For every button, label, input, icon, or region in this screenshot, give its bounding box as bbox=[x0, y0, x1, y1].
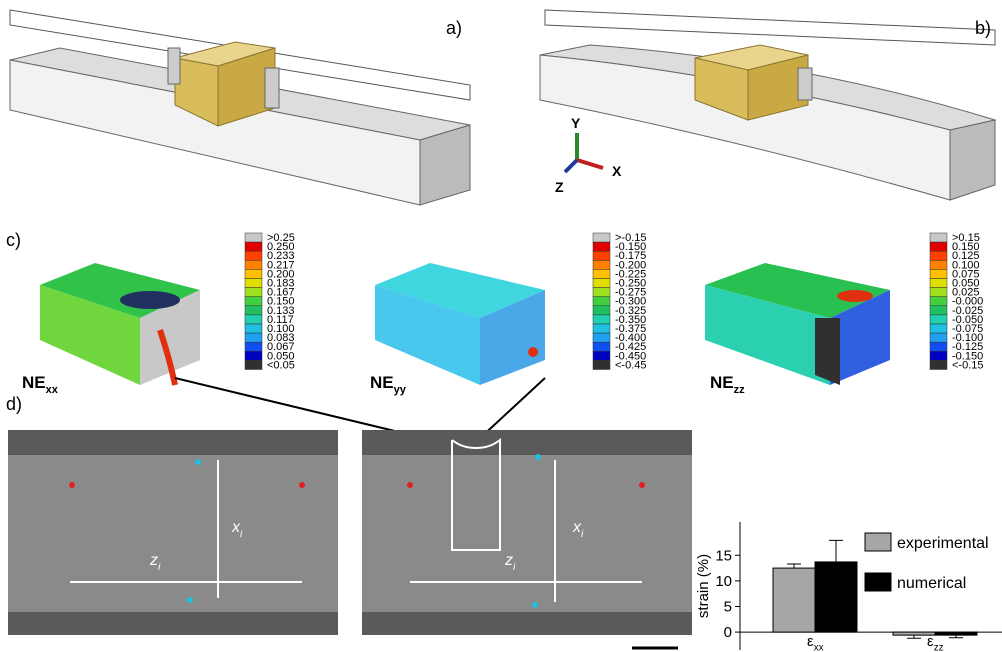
strain-label-sub: yy bbox=[394, 384, 407, 396]
colorbar-swatch bbox=[245, 288, 262, 297]
beam-b bbox=[540, 10, 995, 200]
strain-label-main: NE bbox=[22, 373, 46, 392]
colorbar-swatch bbox=[930, 251, 947, 260]
colorbar-label: <-0.45 bbox=[615, 359, 647, 371]
panel-label: c) bbox=[6, 230, 21, 250]
colorbar-swatch bbox=[930, 279, 947, 288]
strain-label-main: NE bbox=[370, 373, 394, 392]
legend-swatch bbox=[865, 533, 891, 551]
fe-block-yy bbox=[375, 263, 545, 385]
colorbar-swatch bbox=[593, 333, 610, 342]
colorbar-swatch bbox=[245, 351, 262, 360]
colorbar-swatch bbox=[930, 288, 947, 297]
colorbar-swatch bbox=[593, 306, 610, 315]
colorbar-swatch bbox=[245, 360, 262, 369]
strain-label-main: NE bbox=[710, 373, 734, 392]
colorbar-swatch bbox=[593, 297, 610, 306]
colorbar-swatch bbox=[930, 324, 947, 333]
colorbar-swatch bbox=[593, 288, 610, 297]
strain-label-sub: zz bbox=[734, 384, 746, 396]
colorbar-label: <-0.15 bbox=[952, 359, 984, 371]
y-tick-label: 0 bbox=[724, 624, 732, 641]
x-tick-label-sub: xx bbox=[814, 643, 824, 652]
colorbar-swatch bbox=[930, 315, 947, 324]
fe-block-zz bbox=[705, 263, 890, 385]
legend-swatch bbox=[865, 573, 891, 591]
x-tick-label: εxx bbox=[807, 633, 824, 652]
colorbar-swatch bbox=[930, 360, 947, 369]
colorbar-swatch bbox=[930, 260, 947, 269]
beam-a bbox=[10, 10, 470, 205]
colorbar-swatch bbox=[593, 242, 610, 251]
axes-triad bbox=[565, 133, 603, 172]
colorbar-swatch bbox=[245, 269, 262, 278]
micrograph-label-main: z bbox=[149, 552, 158, 569]
strain-label: NEyy bbox=[370, 373, 407, 396]
colorbar-swatch bbox=[593, 251, 610, 260]
legend-label: experimental bbox=[897, 535, 989, 552]
colorbar-swatch bbox=[245, 279, 262, 288]
colorbar-swatch bbox=[245, 297, 262, 306]
colorbar-swatch bbox=[930, 333, 947, 342]
colorbar-swatch bbox=[245, 260, 262, 269]
colorbar-swatch bbox=[930, 342, 947, 351]
panel-label: d) bbox=[6, 394, 22, 414]
y-axis-label: strain (%) bbox=[695, 554, 712, 618]
colorbar-swatch bbox=[593, 360, 610, 369]
colorbar-swatch bbox=[593, 269, 610, 278]
micrograph-label-main: z bbox=[504, 552, 513, 569]
colorbar-swatch bbox=[245, 306, 262, 315]
colorbar-swatch bbox=[593, 233, 610, 242]
x-tick-label: εzz bbox=[927, 633, 944, 652]
micrograph bbox=[8, 430, 338, 635]
colorbar-swatch bbox=[245, 242, 262, 251]
colorbar-swatch bbox=[245, 233, 262, 242]
bar bbox=[935, 632, 977, 635]
colorbar-swatch bbox=[930, 306, 947, 315]
legend-label: numerical bbox=[897, 575, 966, 592]
colorbar-swatch bbox=[245, 333, 262, 342]
error-bar bbox=[787, 564, 801, 568]
y-tick-label: 10 bbox=[715, 573, 732, 590]
bar bbox=[815, 562, 857, 632]
y-tick-label: 5 bbox=[724, 598, 732, 615]
colorbar-swatch bbox=[593, 260, 610, 269]
colorbar-swatch bbox=[593, 315, 610, 324]
figure: Y X Z a) b) c) d) bbox=[0, 0, 1002, 652]
colorbar-swatch bbox=[930, 233, 947, 242]
colorbar-swatch bbox=[245, 324, 262, 333]
colorbar-swatch bbox=[245, 315, 262, 324]
colorbar-swatch bbox=[593, 324, 610, 333]
colorbar-label: <0.05 bbox=[267, 359, 295, 371]
error-bar bbox=[829, 540, 843, 562]
fe-block-xx bbox=[40, 263, 200, 385]
panel-label: a) bbox=[446, 18, 462, 38]
colorbar-swatch bbox=[593, 351, 610, 360]
axis-z: Z bbox=[555, 179, 564, 195]
colorbar-swatch bbox=[245, 342, 262, 351]
colorbar-swatch bbox=[930, 297, 947, 306]
colorbar-swatch bbox=[245, 251, 262, 260]
colorbar-swatch bbox=[930, 351, 947, 360]
strain-label-sub: xx bbox=[46, 384, 59, 396]
axis-y: Y bbox=[571, 115, 581, 131]
colorbar-swatch bbox=[593, 279, 610, 288]
micrograph bbox=[362, 430, 692, 648]
bar bbox=[773, 568, 815, 632]
colorbar-swatch bbox=[930, 242, 947, 251]
strain-label: NExx bbox=[22, 373, 59, 396]
colorbar-swatch bbox=[593, 342, 610, 351]
axis-x: X bbox=[612, 163, 622, 179]
y-tick-label: 15 bbox=[715, 547, 732, 564]
x-tick-label-sub: zz bbox=[934, 643, 944, 652]
colorbar-swatch bbox=[930, 269, 947, 278]
panel-label: b) bbox=[975, 18, 991, 38]
strain-label: NEzz bbox=[710, 373, 745, 396]
